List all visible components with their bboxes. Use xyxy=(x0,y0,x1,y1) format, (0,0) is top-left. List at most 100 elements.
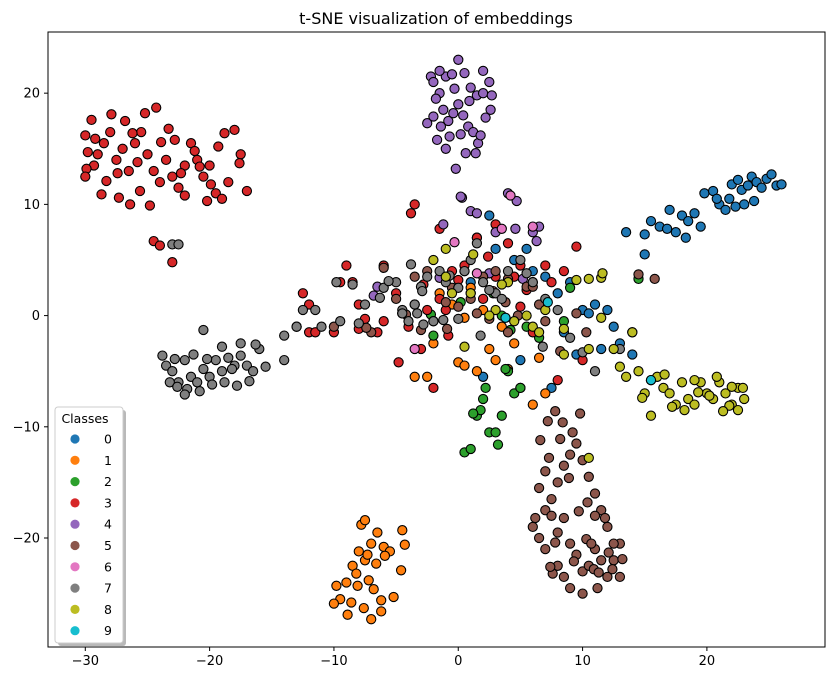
point-class-5 xyxy=(603,547,614,558)
point-class-8 xyxy=(440,271,451,282)
point-class-0 xyxy=(732,174,744,186)
point-class-4 xyxy=(444,131,455,142)
point-class-7 xyxy=(459,265,470,277)
point-class-5 xyxy=(490,265,501,277)
point-class-8 xyxy=(484,310,495,321)
point-class-3 xyxy=(378,316,389,327)
point-class-3 xyxy=(124,199,136,210)
point-class-3 xyxy=(154,176,166,188)
point-class-7 xyxy=(198,324,209,336)
point-class-8 xyxy=(583,452,594,464)
point-class-0 xyxy=(552,288,563,299)
point-class-3 xyxy=(223,176,234,188)
point-class-7 xyxy=(397,308,408,319)
legend-label-class-8: 8 xyxy=(104,602,112,617)
point-class-5 xyxy=(527,521,538,533)
legend-label-class-5: 5 xyxy=(104,538,112,553)
point-class-5 xyxy=(599,512,611,524)
point-class-3 xyxy=(235,149,246,160)
point-class-3 xyxy=(205,179,217,190)
point-class-4 xyxy=(440,143,451,154)
point-class-5 xyxy=(617,553,628,565)
point-class-7 xyxy=(201,353,213,365)
point-class-8 xyxy=(614,361,626,372)
point-class-8 xyxy=(509,316,520,327)
point-class-3 xyxy=(558,265,570,277)
point-class-4 xyxy=(443,115,454,127)
point-class-4 xyxy=(430,93,442,104)
point-class-1 xyxy=(358,602,369,614)
point-class-5 xyxy=(545,561,556,573)
point-class-1 xyxy=(484,343,495,355)
point-class-1 xyxy=(366,614,377,625)
point-class-7 xyxy=(383,275,394,287)
point-class-6 xyxy=(527,221,538,232)
point-class-8 xyxy=(446,288,458,299)
point-class-0 xyxy=(490,243,501,255)
point-class-5 xyxy=(633,269,644,280)
point-class-3 xyxy=(409,199,420,210)
point-class-0 xyxy=(521,243,532,255)
point-class-1 xyxy=(376,595,387,606)
point-class-7 xyxy=(223,352,234,363)
point-class-8 xyxy=(468,249,479,260)
point-class-6 xyxy=(409,343,420,355)
point-class-1 xyxy=(533,352,545,363)
point-class-4 xyxy=(510,223,521,234)
point-class-5 xyxy=(558,571,570,583)
point-class-7 xyxy=(428,316,439,327)
point-class-4 xyxy=(470,148,481,159)
point-class-5 xyxy=(608,538,619,549)
point-class-6 xyxy=(496,223,507,234)
point-class-7 xyxy=(291,321,302,332)
legend-label-class-3: 3 xyxy=(104,495,112,510)
point-class-8 xyxy=(711,371,722,382)
point-class-8 xyxy=(558,323,570,335)
point-class-7 xyxy=(537,341,548,352)
point-class-0 xyxy=(627,349,638,360)
point-class-4 xyxy=(428,111,439,122)
legend-marker-class-1 xyxy=(70,455,80,465)
point-class-3 xyxy=(80,171,91,182)
point-class-7 xyxy=(471,238,483,249)
point-class-5 xyxy=(614,571,626,583)
point-class-3 xyxy=(129,138,141,149)
point-class-7 xyxy=(297,304,309,316)
point-class-7 xyxy=(412,308,423,319)
point-class-3 xyxy=(175,168,187,179)
point-class-3 xyxy=(142,149,153,160)
points-layer xyxy=(80,54,787,625)
point-class-0 xyxy=(608,321,619,332)
point-class-3 xyxy=(139,108,151,119)
y-tick-label: −20 xyxy=(13,532,40,547)
point-class-5 xyxy=(540,316,551,327)
point-class-3 xyxy=(117,143,128,154)
point-class-7 xyxy=(167,366,178,377)
point-class-1 xyxy=(362,549,373,560)
point-class-7 xyxy=(164,377,175,388)
point-class-4 xyxy=(455,191,466,202)
point-class-7 xyxy=(589,366,601,377)
point-class-4 xyxy=(450,163,461,174)
point-class-3 xyxy=(213,141,224,152)
point-class-7 xyxy=(417,285,428,297)
point-class-7 xyxy=(403,316,414,327)
point-class-8 xyxy=(726,381,737,392)
point-class-0 xyxy=(730,201,741,212)
point-class-8 xyxy=(527,321,538,332)
point-class-3 xyxy=(167,171,178,182)
point-class-1 xyxy=(372,527,383,538)
point-class-5 xyxy=(502,327,514,338)
point-class-8 xyxy=(459,341,470,352)
point-class-8 xyxy=(693,387,704,398)
point-class-4 xyxy=(435,121,447,132)
point-class-8 xyxy=(704,390,715,401)
point-class-1 xyxy=(459,360,470,371)
point-class-7 xyxy=(247,366,259,377)
legend-box xyxy=(54,406,124,644)
point-class-8 xyxy=(637,392,648,404)
point-class-2 xyxy=(564,282,576,293)
point-class-4 xyxy=(422,118,433,129)
x-tick-label: −10 xyxy=(320,654,347,669)
